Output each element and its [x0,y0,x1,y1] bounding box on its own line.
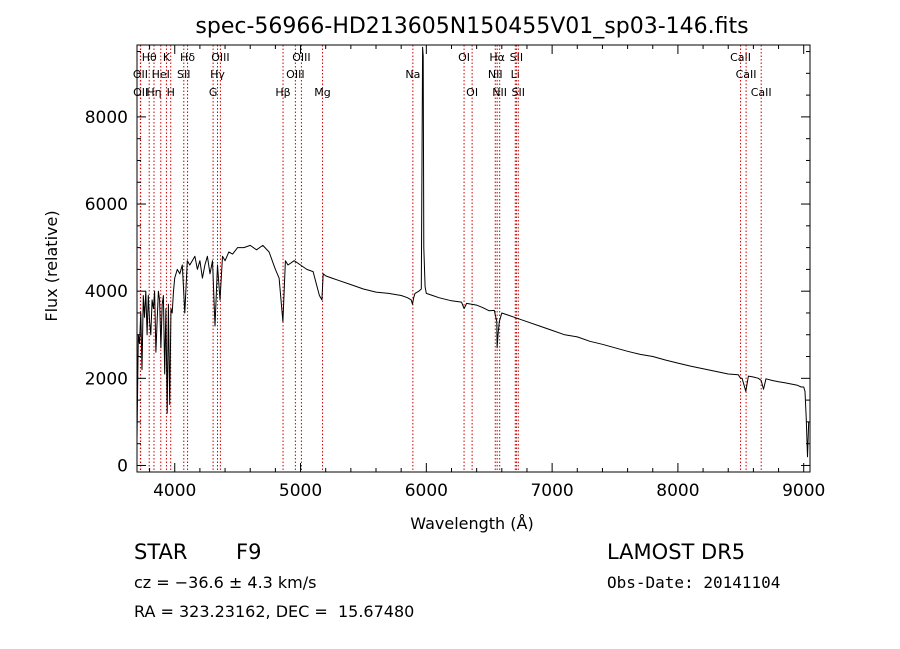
marker-label: Hδ [180,51,195,64]
plot-frame [136,44,811,473]
marker-label: Mg [314,86,330,99]
x-tick-label: 7000 [530,481,573,501]
marker-label: Li [511,68,520,81]
x-axis-label: Wavelength (Å) [410,514,533,533]
marker-label: OI [466,86,478,99]
marker-label: Hη [146,86,161,99]
marker-label: Hα [489,51,505,64]
spectral-line-markers: OIIOIIHθHηHeIKHSIIHδGHγOIIIHβOIIIOIIIMgN… [133,45,772,472]
x-tick-label: 8000 [656,481,699,501]
x-tick-label: 9000 [782,481,825,501]
marker-label: HeI [152,68,170,81]
object-subclass: F9 [236,540,262,564]
coordinates-text: RA = 323.23162, DEC = 15.67480 [134,602,415,621]
spectrum-line [136,46,810,458]
y-tick-label: 6000 [85,195,128,215]
marker-label: CaII [736,68,757,81]
spectrum-layer [136,46,810,458]
marker-label: Hγ [210,68,225,81]
marker-label: OIII [292,51,310,64]
survey-name: LAMOST DR5 [607,540,746,564]
marker-label: CaII [751,86,772,99]
x-tick-label: 4000 [153,481,196,501]
y-tick-label: 8000 [85,108,128,128]
marker-label: H [167,86,175,99]
object-class: STAR [134,540,188,564]
marker-label: SII [512,86,525,99]
chart-title: spec-56966-HD213605N150455V01_sp03-146.f… [195,14,748,39]
marker-label: G [209,86,218,99]
y-tick-label: 0 [117,456,128,476]
marker-label: NII [492,86,507,99]
marker-label: SII [510,51,523,64]
marker-label: OI [458,51,470,64]
marker-label: Hθ [142,51,157,64]
marker-label: K [163,51,171,64]
y-tick-label: 2000 [85,369,128,389]
y-tick-label: 4000 [85,282,128,302]
redshift-text: cz = −36.6 ± 4.3 km/s [134,573,317,592]
marker-label: Na [405,68,420,81]
x-tick-label: 6000 [405,481,448,501]
y-axis: 0 2000 4000 6000 8000 [85,51,810,476]
x-tick-label: 5000 [279,481,322,501]
y-axis-label: Flux (relative) [42,210,61,321]
marker-label: CaII [730,51,751,64]
x-axis: 4000 5000 6000 7000 8000 9000 [149,45,825,501]
observation-date: Obs-Date: 20141104 [607,573,781,592]
marker-label: SII [177,68,190,81]
marker-label: Hβ [275,86,290,99]
marker-label: OIII [286,68,304,81]
marker-label: OIII [211,51,229,64]
marker-label: NII [488,68,503,81]
